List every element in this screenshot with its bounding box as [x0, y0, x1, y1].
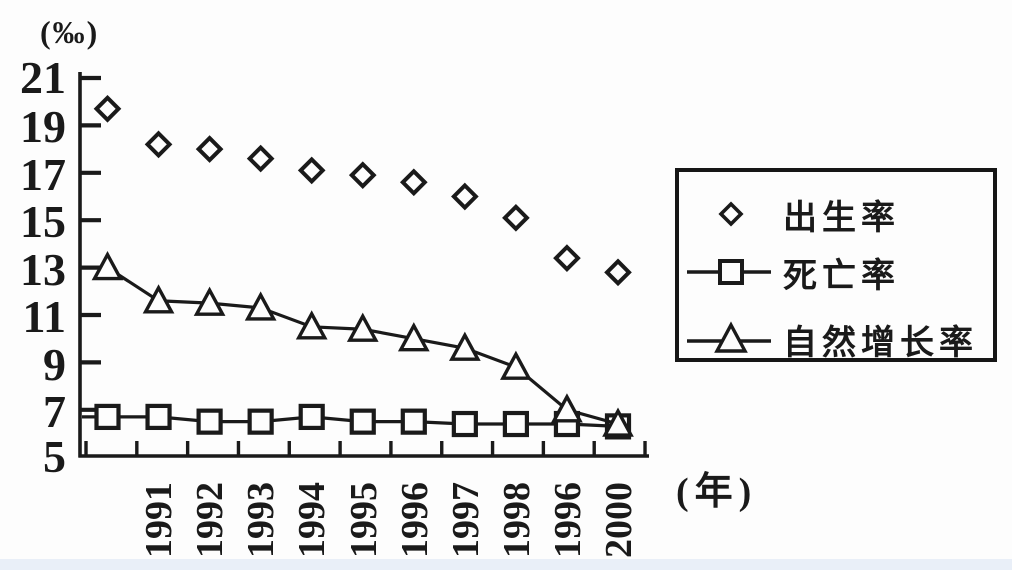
x-tick-label: 2000 [598, 482, 640, 558]
y-tick-label: 15 [20, 196, 66, 247]
y-axis-unit-label: (‰) [40, 14, 100, 50]
legend-item-birth-rate: 出生率 [685, 186, 900, 242]
y-tick-label: 5 [43, 431, 66, 482]
series-diamond [93, 94, 632, 287]
diamond-marker [144, 130, 173, 159]
axes [78, 72, 649, 458]
x-tick-label: 1996 [394, 482, 436, 558]
x-tick-label: 1996 [547, 482, 589, 558]
diamond-marker [399, 168, 428, 197]
x-tick-label: 1993 [240, 482, 282, 558]
legend-label: 死亡率 [783, 257, 900, 295]
triangle-marker [295, 310, 328, 340]
x-tick-label: 1991 [138, 482, 180, 558]
diamond-marker [93, 94, 122, 123]
x-axis-ticks [84, 441, 647, 456]
series-triangle [82, 251, 634, 437]
diamond-marker [553, 244, 581, 272]
diamond-marker [502, 204, 530, 232]
x-tick-label: 1998 [496, 482, 538, 558]
triangle-marker [91, 251, 124, 281]
square-marker [247, 408, 274, 435]
legend-label: 出生率 [783, 199, 900, 237]
x-axis-unit-label: (年) [676, 471, 758, 513]
triangle-marker [448, 331, 481, 361]
triangle-marker [397, 322, 430, 352]
legend-item-death-rate: 死亡率 [685, 244, 900, 300]
x-tick-label: 1995 [343, 482, 385, 558]
triangle-marker [500, 350, 532, 380]
y-tick-label: 9 [43, 339, 66, 390]
square-marker [502, 410, 529, 438]
diamond-marker [451, 182, 479, 211]
square-marker [349, 408, 376, 435]
triangle-marker [602, 407, 634, 437]
diamond-marker-icon [718, 201, 744, 227]
legend-label: 自然增长率 [783, 324, 978, 362]
square-marker [145, 403, 172, 431]
triangle-series-line [82, 266, 619, 426]
y-tick-label: 11 [22, 291, 66, 342]
diamond-marker [604, 258, 632, 287]
triangle-marker [244, 291, 277, 321]
y-tick-label: 19 [20, 101, 66, 152]
legend-box: 出生率 死亡率 自然增长率 [675, 168, 997, 362]
square-marker [451, 410, 478, 438]
y-tick-label: 17 [20, 149, 66, 200]
square-marker [298, 403, 325, 431]
y-axis-ticks [80, 75, 101, 412]
x-tick-label: 1992 [189, 482, 231, 558]
square-marker-icon [687, 259, 771, 285]
square-marker [94, 403, 121, 431]
triangle-marker [346, 312, 379, 342]
triangle-marker [551, 393, 583, 423]
triangle-marker [142, 284, 175, 314]
y-tick-label: 7 [43, 386, 66, 437]
y-tick-label: 21 [20, 52, 66, 103]
diamond-marker [246, 144, 275, 173]
triangle-marker-icon [687, 321, 771, 353]
x-tick-label: 1997 [445, 482, 487, 558]
legend-item-natural-growth-rate: 自然增长率 [685, 311, 978, 367]
square-marker [196, 408, 223, 435]
x-tick-label: 1994 [291, 482, 333, 558]
diamond-marker [348, 161, 377, 189]
diamond-marker [195, 135, 224, 163]
square-marker [400, 408, 427, 435]
page-bottom-strip [0, 559, 1012, 570]
y-tick-label: 13 [20, 244, 66, 295]
diamond-marker [297, 156, 326, 185]
triangle-marker [193, 286, 226, 316]
series-square [82, 403, 632, 440]
